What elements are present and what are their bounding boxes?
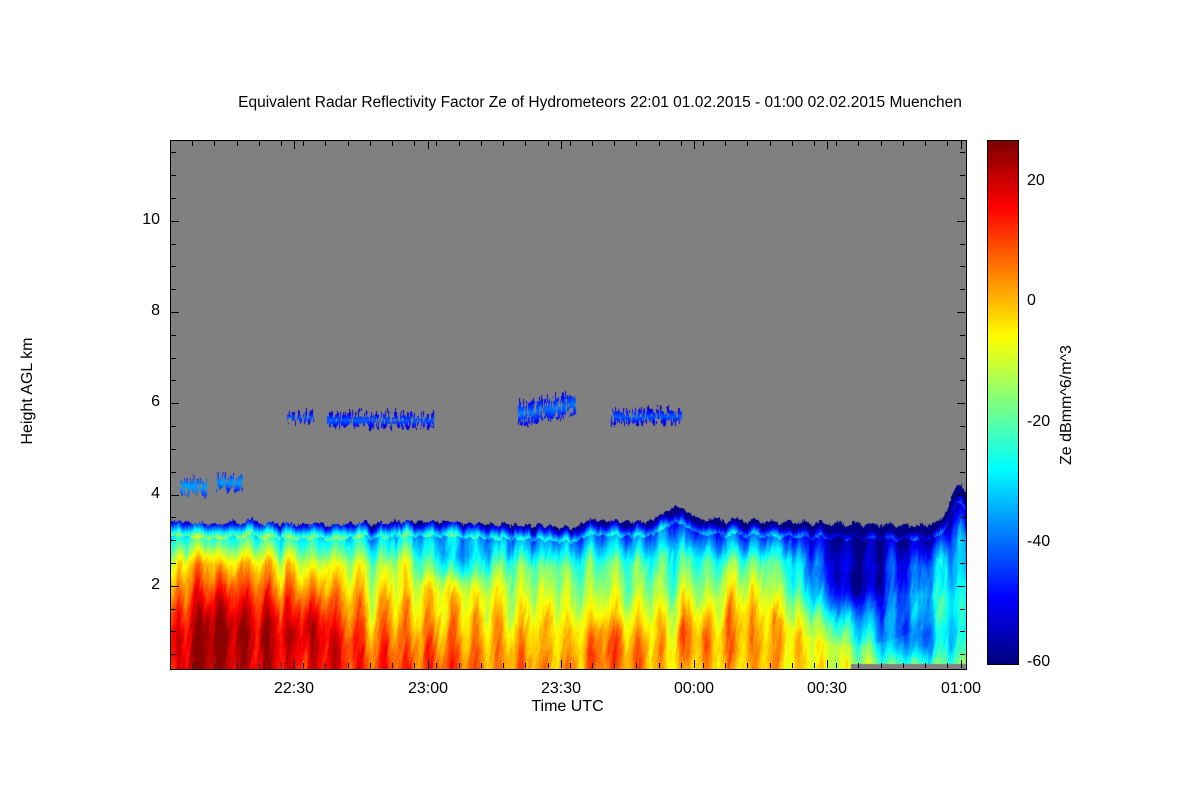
colorbar [987, 140, 1019, 665]
y-tick-label: 2 [151, 576, 160, 593]
colorbar-tick-label: -60 [1027, 653, 1051, 670]
x-tick-label: 23:30 [540, 680, 582, 697]
x-tick-label: 01:00 [940, 680, 982, 697]
colorbar-gradient [988, 141, 1018, 664]
y-axis-label: Height AGL km [19, 337, 36, 445]
x-tick-label: 23:00 [407, 680, 449, 697]
x-axis-label: Time UTC [531, 698, 604, 715]
x-tick-label: 00:00 [673, 680, 715, 697]
colorbar-tick-label: 20 [1027, 172, 1045, 189]
x-tick-label: 00:30 [806, 680, 848, 697]
radar-heatmap-canvas [171, 141, 966, 669]
colorbar-label: Ze dBmm^6/m^3 [1058, 345, 1075, 465]
y-tick-label: 8 [151, 302, 160, 319]
colorbar-tick-label: -40 [1027, 533, 1051, 550]
chart-title: Equivalent Radar Reflectivity Factor Ze … [238, 94, 962, 111]
x-tick-label: 22:30 [273, 680, 315, 697]
plot-area [170, 140, 967, 670]
y-tick-label: 6 [151, 393, 160, 410]
y-tick-label: 10 [142, 211, 160, 228]
y-tick-label: 4 [151, 485, 160, 502]
